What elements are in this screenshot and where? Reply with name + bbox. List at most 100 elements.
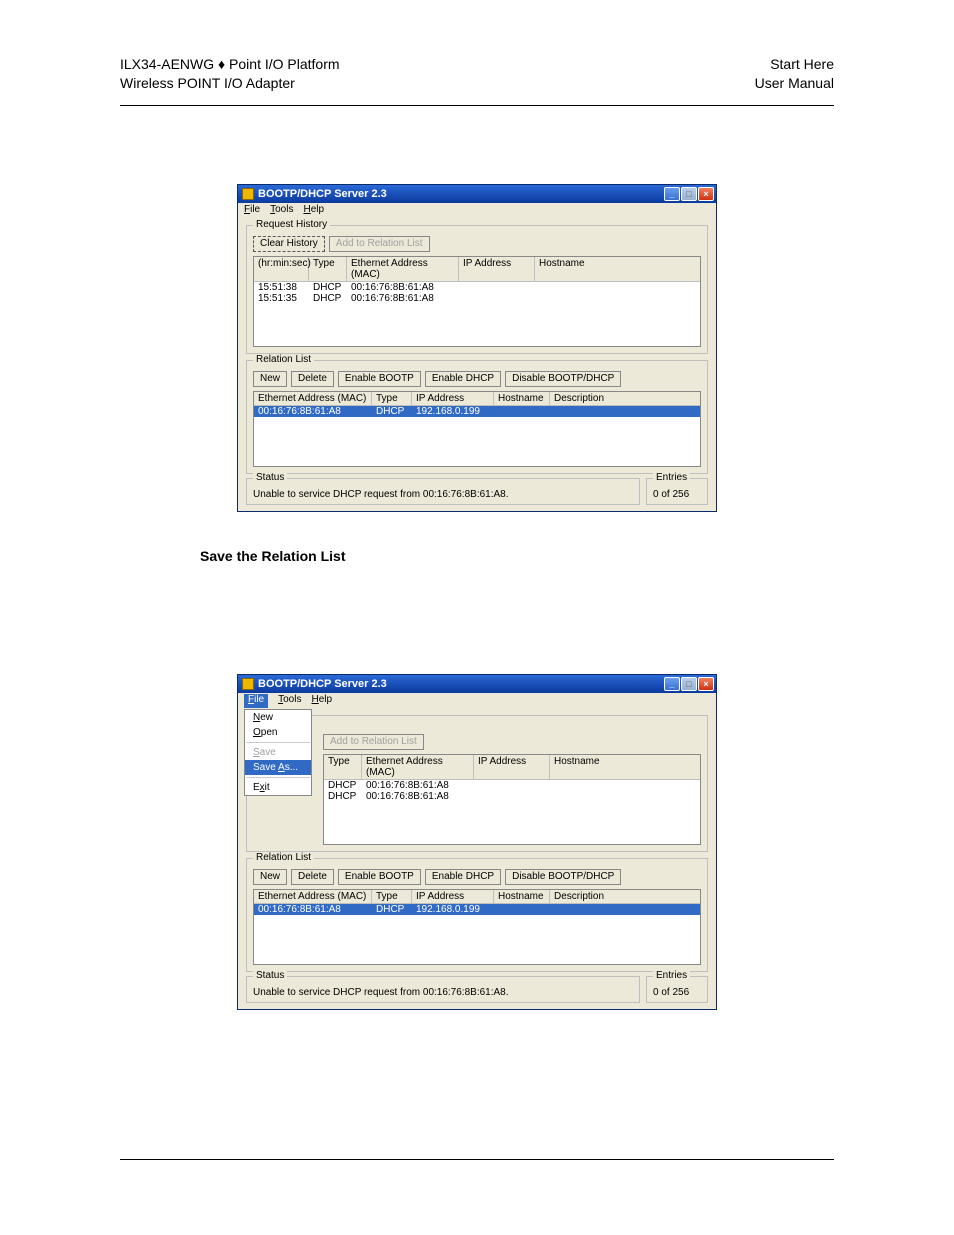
new-button[interactable]: New bbox=[253, 869, 287, 885]
relation-list-label: Relation List bbox=[253, 852, 314, 863]
enable-dhcp-button[interactable]: Enable DHCP bbox=[425, 869, 501, 885]
col-host[interactable]: Hostname bbox=[535, 257, 595, 281]
col-mac[interactable]: Ethernet Address (MAC) bbox=[254, 890, 372, 903]
close-button[interactable]: × bbox=[698, 677, 714, 691]
header-left-line2: Wireless POINT I/O Adapter bbox=[120, 74, 340, 93]
minimize-button[interactable]: _ bbox=[664, 187, 680, 201]
footer-divider bbox=[120, 1159, 834, 1160]
col-ip[interactable]: IP Address bbox=[474, 755, 550, 779]
entries-box: Entries 0 of 256 bbox=[646, 976, 708, 1003]
enable-dhcp-button[interactable]: Enable DHCP bbox=[425, 371, 501, 387]
app-icon bbox=[242, 678, 254, 690]
col-mac[interactable]: Ethernet Address (MAC) bbox=[362, 755, 474, 779]
maximize-button[interactable]: □ bbox=[681, 677, 697, 691]
request-history-buttons: Add to Relation List bbox=[323, 734, 701, 750]
new-button[interactable]: New bbox=[253, 371, 287, 387]
col-ip[interactable]: IP Address bbox=[412, 392, 494, 405]
clear-history-button[interactable]: Clear History bbox=[253, 236, 325, 252]
request-history-list[interactable]: (hr:min:sec) Type Ethernet Address (MAC)… bbox=[253, 256, 701, 347]
col-time[interactable]: (hr:min:sec) bbox=[254, 257, 309, 281]
entries-value: 0 of 256 bbox=[653, 489, 701, 500]
status-box: Status Unable to service DHCP request fr… bbox=[246, 478, 640, 505]
table-row[interactable]: 15:51:35 DHCP 00:16:76:8B:61:A8 bbox=[254, 293, 700, 304]
header-right-line1: Start Here bbox=[755, 55, 834, 74]
request-history-rows: DHCP 00:16:76:8B:61:A8 DHCP 00:16:76:8B:… bbox=[324, 780, 700, 844]
header-left: ILX34-AENWG ♦ Point I/O Platform Wireles… bbox=[120, 55, 340, 93]
menu-item-exit[interactable]: Exit bbox=[245, 780, 311, 795]
menu-item-new[interactable]: New bbox=[245, 710, 311, 725]
request-history-group: Request History Clear History Add to Rel… bbox=[246, 225, 708, 354]
delete-button[interactable]: Delete bbox=[291, 371, 334, 387]
col-host[interactable]: Hostname bbox=[550, 755, 610, 779]
titlebar[interactable]: BOOTP/DHCP Server 2.3 _ □ × bbox=[238, 185, 716, 203]
window-controls: _ □ × bbox=[664, 187, 714, 201]
page-header: ILX34-AENWG ♦ Point I/O Platform Wireles… bbox=[0, 0, 954, 101]
relation-list-rows: 00:16:76:8B:61:A8 DHCP 192.168.0.199 bbox=[254, 904, 700, 964]
menu-item-save[interactable]: Save bbox=[245, 745, 311, 760]
maximize-button[interactable]: □ bbox=[681, 187, 697, 201]
col-host[interactable]: Hostname bbox=[494, 890, 550, 903]
window-title: BOOTP/DHCP Server 2.3 bbox=[258, 188, 664, 200]
file-menu-dropdown: New Open Save Save As... Exit bbox=[244, 709, 312, 796]
menubar: File Tools Help bbox=[238, 203, 716, 219]
relation-list[interactable]: Ethernet Address (MAC) Type IP Address H… bbox=[253, 391, 701, 467]
relation-list-rows: 00:16:76:8B:61:A8 DHCP 192.168.0.199 bbox=[254, 406, 700, 466]
col-ip[interactable]: IP Address bbox=[412, 890, 494, 903]
col-type[interactable]: Type bbox=[372, 890, 412, 903]
figure-2: BOOTP/DHCP Server 2.3 _ □ × File Tools H… bbox=[237, 674, 717, 1010]
col-mac[interactable]: Ethernet Address (MAC) bbox=[254, 392, 372, 405]
col-desc[interactable]: Description bbox=[550, 890, 630, 903]
relation-list-group: Relation List New Delete Enable BOOTP En… bbox=[246, 360, 708, 474]
menu-file[interactable]: File bbox=[244, 204, 260, 218]
menu-item-open[interactable]: Open bbox=[245, 725, 311, 740]
table-row[interactable]: 00:16:76:8B:61:A8 DHCP 192.168.0.199 bbox=[254, 406, 700, 417]
titlebar[interactable]: BOOTP/DHCP Server 2.3 _ □ × bbox=[238, 675, 716, 693]
relation-list[interactable]: Ethernet Address (MAC) Type IP Address H… bbox=[253, 889, 701, 965]
relation-list-group: Relation List New Delete Enable BOOTP En… bbox=[246, 858, 708, 972]
enable-bootp-button[interactable]: Enable BOOTP bbox=[338, 869, 421, 885]
menu-item-save-as[interactable]: Save As... bbox=[245, 760, 311, 775]
add-relation-button[interactable]: Add to Relation List bbox=[329, 236, 430, 252]
entries-value: 0 of 256 bbox=[653, 987, 701, 998]
table-row[interactable]: DHCP 00:16:76:8B:61:A8 bbox=[324, 780, 700, 791]
table-row[interactable]: 00:16:76:8B:61:A8 DHCP 192.168.0.199 bbox=[254, 904, 700, 915]
relation-list-buttons: New Delete Enable BOOTP Enable DHCP Disa… bbox=[253, 869, 701, 885]
request-history-list[interactable]: Type Ethernet Address (MAC) IP Address H… bbox=[323, 754, 701, 845]
minimize-button[interactable]: _ bbox=[664, 677, 680, 691]
window-bootp-1: BOOTP/DHCP Server 2.3 _ □ × File Tools H… bbox=[237, 184, 717, 512]
status-text: Unable to service DHCP request from 00:1… bbox=[253, 987, 633, 998]
status-box: Status Unable to service DHCP request fr… bbox=[246, 976, 640, 1003]
table-row[interactable]: 15:51:38 DHCP 00:16:76:8B:61:A8 bbox=[254, 282, 700, 293]
col-ip[interactable]: IP Address bbox=[459, 257, 535, 281]
col-mac[interactable]: Ethernet Address (MAC) bbox=[347, 257, 459, 281]
delete-button[interactable]: Delete bbox=[291, 869, 334, 885]
header-divider bbox=[120, 105, 834, 106]
close-button[interactable]: × bbox=[698, 187, 714, 201]
window-bootp-2: BOOTP/DHCP Server 2.3 _ □ × File Tools H… bbox=[237, 674, 717, 1010]
status-row: Status Unable to service DHCP request fr… bbox=[246, 478, 708, 505]
add-relation-button[interactable]: Add to Relation List bbox=[323, 734, 424, 750]
menu-help[interactable]: Help bbox=[311, 694, 332, 708]
col-host[interactable]: Hostname bbox=[494, 392, 550, 405]
relation-list-buttons: New Delete Enable BOOTP Enable DHCP Disa… bbox=[253, 371, 701, 387]
menu-file[interactable]: File bbox=[244, 694, 268, 708]
col-type[interactable]: Type bbox=[324, 755, 362, 779]
table-row[interactable]: DHCP 00:16:76:8B:61:A8 bbox=[324, 791, 700, 802]
menu-tools[interactable]: Tools bbox=[278, 694, 301, 708]
window-controls: _ □ × bbox=[664, 677, 714, 691]
disable-bootp-dhcp-button[interactable]: Disable BOOTP/DHCP bbox=[505, 371, 621, 387]
menu-help[interactable]: Help bbox=[303, 204, 324, 218]
section-heading: Save the Relation List bbox=[200, 548, 954, 564]
enable-bootp-button[interactable]: Enable BOOTP bbox=[338, 371, 421, 387]
status-text: Unable to service DHCP request from 00:1… bbox=[253, 489, 633, 500]
col-desc[interactable]: Description bbox=[550, 392, 630, 405]
status-label: Status bbox=[253, 472, 287, 483]
menu-tools[interactable]: Tools bbox=[270, 204, 293, 218]
status-label: Status bbox=[253, 970, 287, 981]
disable-bootp-dhcp-button[interactable]: Disable BOOTP/DHCP bbox=[505, 869, 621, 885]
col-type[interactable]: Type bbox=[372, 392, 412, 405]
menubar: File Tools Help bbox=[238, 693, 716, 709]
header-right-line2: User Manual bbox=[755, 74, 834, 93]
col-type[interactable]: Type bbox=[309, 257, 347, 281]
entries-label: Entries bbox=[653, 472, 690, 483]
